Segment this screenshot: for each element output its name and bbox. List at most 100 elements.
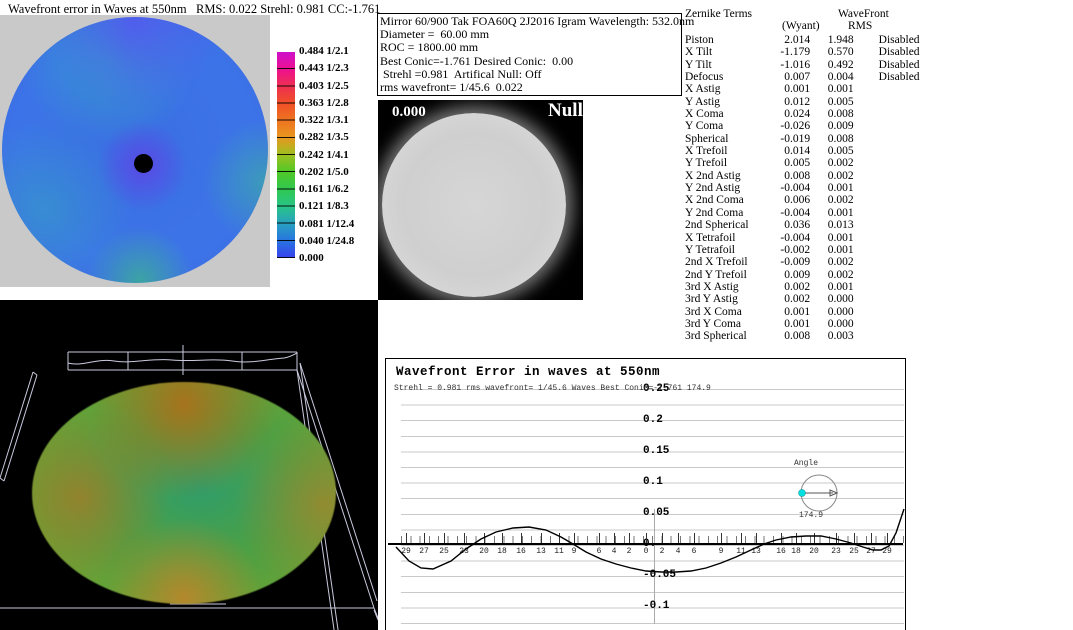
table-row[interactable]: Y Tilt -1.016 0.492 Disabled [685, 59, 945, 71]
zernike-wyant-value: -0.002 [780, 243, 811, 256]
zernike-status [854, 83, 945, 95]
table-row[interactable]: X Coma 0.024 0.008 [685, 108, 945, 120]
table-row[interactable]: Piston 2.014 1.948 Disabled [685, 34, 945, 46]
zernike-rms-value: 0.001 [827, 182, 854, 195]
zernike-wyant-value: 0.012 [784, 95, 811, 108]
y-tick-label: 0.2 [643, 414, 663, 426]
profile-plot-panel[interactable]: 0.250.20.150.10.050.-0.05-0.1 29 27 25 2… [385, 358, 906, 630]
table-row[interactable]: Defocus 0.007 0.004 Disabled [685, 71, 945, 83]
zernike-term-name: X Trefoil [685, 145, 728, 158]
table-row[interactable]: 2nd X Trefoil -0.009 0.002 [685, 256, 945, 268]
zernike-wyant-value: -0.026 [780, 120, 811, 133]
angle-dial [798, 474, 839, 512]
info-line: rms wavefront= 1/45.6 0.022 [380, 80, 523, 95]
info-line: Diameter = 60.00 mm [380, 27, 490, 42]
zernike-term-name: X Tilt [685, 46, 713, 59]
zernike-rms-value: 0.001 [827, 280, 854, 293]
zernike-status [854, 145, 945, 157]
x-axis-line [388, 543, 903, 545]
table-row[interactable]: 3rd Spherical 0.008 0.003 [685, 330, 945, 342]
zernike-status [854, 120, 945, 132]
colorbar-label: 0.081 1/12.4 [299, 217, 355, 230]
table-row[interactable]: X Tilt -1.179 0.570 Disabled [685, 46, 945, 58]
table-row[interactable]: Y 2nd Astig -0.004 0.001 [685, 182, 945, 194]
colorbar-label: 0.363 1/2.8 [299, 96, 349, 109]
zernike-table: Zernike Terms WaveFront (Wyant) RMS Pist… [685, 8, 945, 343]
zernike-term-name: Piston [685, 34, 714, 46]
x-tick-mark [694, 533, 695, 543]
angle-widget[interactable]: Angle 174.9 [781, 459, 861, 524]
colorbar-label: 0.484 1/2.1 [299, 45, 349, 57]
x-tick-mark [781, 533, 782, 543]
plot-center-line [654, 509, 655, 624]
zernike-status [854, 306, 945, 318]
table-row[interactable]: Spherical -0.019 0.008 [685, 133, 945, 145]
rms-column-header: RMS [848, 20, 873, 32]
angle-handle[interactable] [798, 489, 806, 497]
table-row[interactable]: X 2nd Coma 0.006 0.002 [685, 194, 945, 206]
colorbar-label: 0.121 1/8.3 [299, 200, 349, 213]
zernike-wyant-value: 0.006 [784, 194, 811, 207]
table-row[interactable]: 2nd Y Trefoil 0.009 0.002 [685, 269, 945, 281]
table-row[interactable]: Y Tetrafoil -0.002 0.001 [685, 244, 945, 256]
mirror-info-box: Mirror 60/900 Tak FOA60Q 2J2016 Igram Wa… [377, 13, 694, 96]
table-row[interactable]: 3rd Y Coma 0.001 0.000 [685, 318, 945, 330]
wavefront-contour-panel[interactable] [0, 15, 270, 287]
table-row[interactable]: Y Trefoil 0.005 0.002 [685, 157, 945, 169]
zernike-term-name: Y Astig [685, 95, 721, 108]
x-tick-mark [559, 533, 560, 543]
table-row[interactable]: X Tetrafoil -0.004 0.001 [685, 232, 945, 244]
zernike-status [854, 194, 945, 206]
surface-3d-panel[interactable] [0, 300, 378, 630]
zernike-rms-value: 0.013 [827, 219, 854, 232]
x-tick-mark [721, 533, 722, 543]
table-row[interactable]: 3rd X Coma 0.001 0.000 [685, 306, 945, 318]
zernike-wyant-value: 0.009 [784, 268, 811, 281]
x-tick-mark [574, 533, 575, 543]
zernike-term-name: 3rd X Coma [685, 305, 742, 318]
plot-gridlines [401, 389, 904, 625]
table-row[interactable]: 2nd Spherical 0.036 0.013 [685, 219, 945, 231]
zernike-status [854, 318, 945, 330]
table-row[interactable]: X 2nd Astig 0.008 0.002 [685, 170, 945, 182]
zernike-status: Disabled [878, 58, 920, 71]
plot-title: Wavefront Error in waves at 550nm [396, 365, 661, 379]
table-row[interactable]: Y 2nd Coma -0.004 0.001 [685, 207, 945, 219]
angle-label: Angle [794, 459, 819, 468]
zernike-rms-value: 0.000 [827, 305, 854, 318]
interferogram-panel[interactable]: 0.000 Null [378, 100, 583, 300]
zernike-rms-value: 0.000 [827, 293, 854, 306]
zernike-wyant-value: 0.008 [784, 169, 811, 182]
table-row[interactable]: 3rd X Astig 0.002 0.001 [685, 281, 945, 293]
x-tick-mark [599, 533, 600, 543]
x-tick-mark [887, 533, 888, 543]
table-row[interactable]: Y Coma -0.026 0.009 [685, 120, 945, 132]
x-tick-mark [424, 533, 425, 543]
zernike-status [854, 133, 945, 145]
zernike-rms-value: 0.000 [827, 317, 854, 330]
zernike-term-name: Spherical [685, 132, 729, 145]
zernike-term-name: 3rd Spherical [685, 330, 747, 343]
table-row[interactable]: X Astig 0.001 0.001 [685, 83, 945, 95]
x-tick-mark [629, 533, 630, 543]
table-row[interactable]: X Trefoil 0.014 0.005 [685, 145, 945, 157]
zernike-status [854, 182, 945, 194]
x-tick-mark [406, 533, 407, 543]
null-label: Null [548, 100, 583, 121]
zernike-rms-value: 0.002 [827, 169, 854, 182]
y-tick-label: 0.15 [643, 445, 670, 457]
zernike-wyant-value: 2.014 [784, 34, 811, 46]
colorbar-label: 0.202 1/5.0 [299, 165, 349, 178]
zernike-term-name: 2nd Y Trefoil [685, 268, 747, 281]
table-row[interactable]: Y Astig 0.012 0.005 [685, 96, 945, 108]
x-tick-mark [502, 533, 503, 543]
zernike-status [854, 96, 945, 108]
table-row[interactable]: 3rd Y Astig 0.002 0.000 [685, 293, 945, 305]
zernike-wyant-value: -0.004 [780, 182, 811, 195]
zernike-status [854, 244, 945, 256]
x-tick-mark [678, 533, 679, 543]
zernike-rms-value: 0.001 [827, 206, 854, 219]
wavefront-contour-disc [2, 17, 268, 283]
zernike-rms-value: 0.002 [827, 268, 854, 281]
x-tick-mark [464, 533, 465, 543]
